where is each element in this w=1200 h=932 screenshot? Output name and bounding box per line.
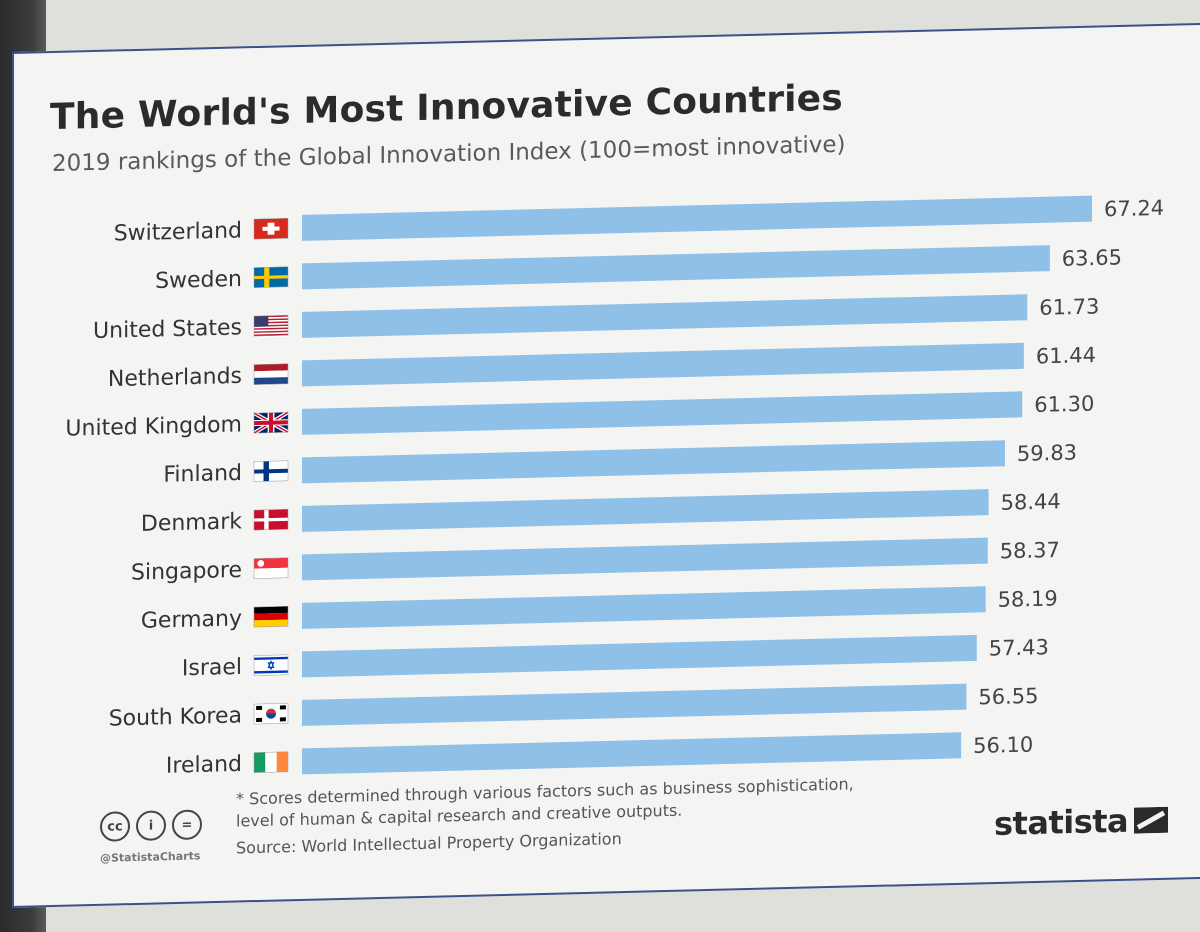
sweden-flag [253,266,289,288]
germany-flag [253,605,289,628]
category-label: United Kingdom [65,412,242,441]
israel-flag [253,654,289,676]
category-label: South Korea [109,703,242,731]
bar [302,440,1005,484]
bar [302,683,967,726]
bar [302,245,1050,290]
bar [302,195,1092,241]
finland-flag [253,460,289,482]
bar-row: Switzerland 67.24 [114,195,1164,247]
bar-row: Israel 57.43 [182,634,1049,681]
value-label: 57.43 [989,635,1049,660]
category-label: Finland [163,461,242,488]
category-label: Denmark [141,509,242,536]
bar-row: South Korea 56.55 [109,683,1039,732]
source-note: Source: World Intellectual Property Orga… [236,829,622,858]
value-label: 67.24 [1104,196,1164,221]
bar-row: Germany 58.19 [141,586,1058,634]
bar [302,732,962,775]
bar-chart: Switzerland 67.24 Sweden 63.65 United States… [65,195,1164,779]
ireland-flag [253,751,289,773]
value-label: 58.19 [998,586,1058,611]
bar [302,634,977,678]
value-label: 61.73 [1039,294,1099,319]
bar [302,342,1024,387]
bar [302,489,989,532]
statista-handle: @StatistaCharts [100,849,201,865]
bar [302,537,988,581]
bar [302,391,1023,435]
value-label: 61.30 [1034,392,1094,417]
bar-row: United States 61.73 [93,294,1099,344]
singapore-flag [253,557,289,579]
south-korea-flag [253,702,289,725]
united-states-flag [253,314,289,338]
value-label: 58.44 [1001,489,1061,514]
value-label: 61.44 [1036,343,1096,368]
category-label: Sweden [155,267,242,294]
bar-row: Finland 59.83 [163,440,1077,488]
category-label: Netherlands [108,364,242,392]
bar-row: Ireland 56.10 [166,732,1033,779]
category-label: Germany [141,606,242,633]
category-label: Singapore [131,558,242,586]
license-icons: cc i = [100,809,202,842]
denmark-flag [253,508,289,531]
bar-row: Netherlands 61.44 [108,342,1096,392]
category-label: United States [93,315,242,344]
bar-row: Singapore 58.37 [131,537,1060,586]
bar [302,294,1028,338]
switzerland-flag [253,217,289,240]
bar-row: United Kingdom 61.30 [65,391,1094,442]
value-label: 63.65 [1062,245,1122,270]
category-label: Israel [182,655,242,681]
category-label: Ireland [166,752,242,779]
category-label: Switzerland [114,218,242,246]
statista-logo: statista [994,801,1169,844]
value-label: 56.55 [978,684,1038,709]
united-kingdom-flag [252,410,290,435]
bar [302,586,986,629]
bar-row: Sweden 63.65 [155,245,1122,294]
bar-row: Denmark 58.44 [141,489,1061,537]
value-label: 58.37 [1000,538,1060,563]
value-label: 56.10 [973,733,1033,758]
nd-icon: = [172,809,202,841]
statista-mark-icon [1134,806,1169,834]
brand-name: statista [994,801,1129,844]
chart-card: The World's Most Innovative Countries 20… [12,22,1200,908]
netherlands-flag [253,363,289,385]
by-icon: i [136,810,166,841]
value-label: 59.83 [1017,440,1077,465]
cc-icon: cc [100,811,130,842]
